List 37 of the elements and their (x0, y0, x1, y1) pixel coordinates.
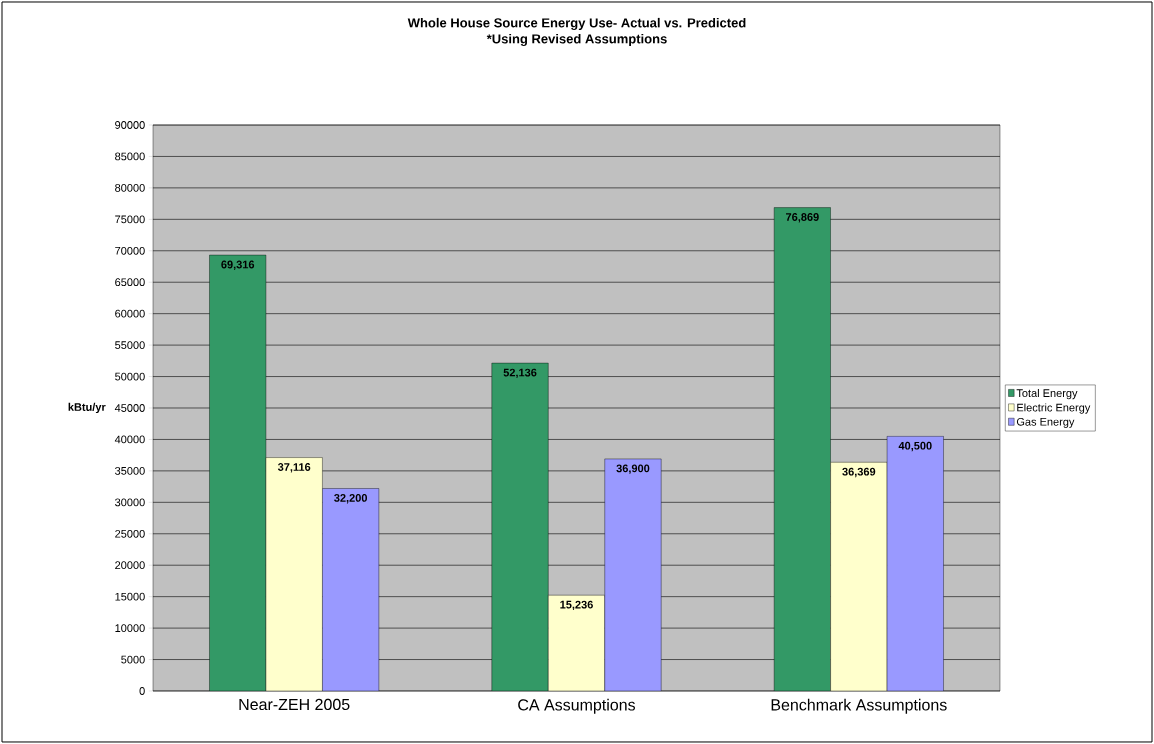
data-label: 36,900 (616, 464, 650, 474)
data-label: 15,236 (560, 600, 593, 611)
y-tick-label: 80000 (115, 184, 145, 192)
x-tick-label: CA Assumptions (518, 698, 636, 714)
chart-title: Whole House Source Energy Use- Actual vs. Predicted (407, 17, 746, 31)
data-label: 32,200 (334, 494, 367, 504)
y-tick-label: 5000 (121, 655, 145, 664)
y-tick-label: 90000 (115, 121, 145, 129)
data-label: 40,500 (898, 441, 932, 452)
y-tick-label: 50000 (115, 372, 145, 381)
x-tick-label: Benchmark Assumptions (771, 698, 947, 714)
x-tick-label: Near-ZEH 2005 (239, 698, 350, 711)
data-label: 37,116 (277, 463, 311, 473)
y-tick-label: 15000 (115, 592, 145, 601)
y-tick-label: 25000 (115, 529, 145, 538)
legend-label: Total Energy (1016, 388, 1078, 400)
y-tick-label: 55000 (115, 341, 145, 349)
y-tick-label: 20000 (115, 561, 145, 570)
y-axis-title: kBtu/yr (68, 402, 106, 414)
y-tick-label: 65000 (115, 278, 145, 287)
data-label: 36,369 (842, 467, 876, 478)
y-tick-label: 70000 (115, 246, 145, 255)
y-tick-label: 10000 (115, 624, 145, 632)
y-tick-label: 75000 (115, 215, 145, 224)
y-tick-label: 30000 (115, 498, 145, 507)
y-tick-label: 40000 (114, 435, 145, 444)
y-tick-label: 0 (139, 687, 145, 695)
data-label: 69,316 (221, 260, 255, 270)
y-tick-label: 85000 (115, 152, 145, 161)
chart-subtitle: *Using Revised Assumptions (486, 33, 667, 47)
legend-label: Gas Energy (1016, 417, 1075, 428)
data-label: 76,869 (786, 213, 819, 223)
y-tick-label: 60000 (115, 309, 145, 318)
legend-label: Electric Energy (1017, 403, 1091, 414)
y-tick-label: 45000 (114, 404, 145, 412)
data-label: 52,136 (503, 368, 537, 379)
y-tick-label: 35000 (115, 467, 145, 475)
